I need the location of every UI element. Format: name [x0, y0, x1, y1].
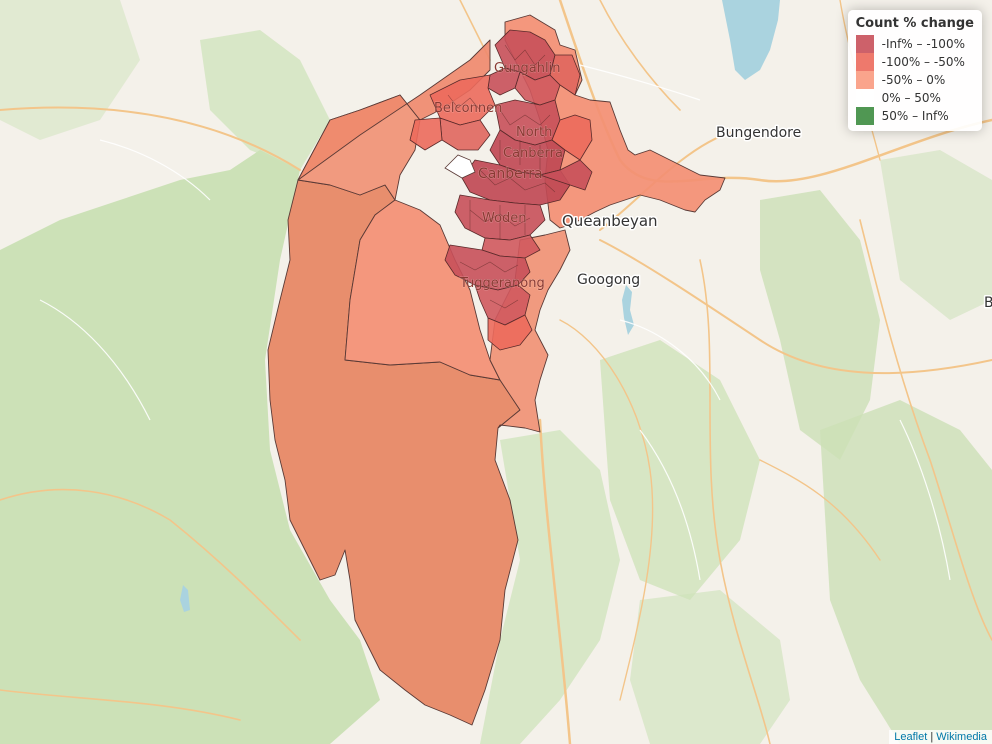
label-north: North: [516, 125, 552, 140]
label-belconnen: Belconnen: [434, 101, 502, 116]
legend-label: -50% – 0%: [881, 73, 946, 87]
suburb-belconnen-b[interactable]: [439, 117, 491, 151]
leaflet-link[interactable]: Leaflet: [894, 731, 928, 743]
legend-rows: -Inf% – -100% -100% – -50% -50% – 0% 0% – 5…: [855, 35, 974, 125]
suburb-east-fringe[interactable]: [551, 114, 593, 161]
act-regions: [267, 14, 726, 726]
suburb-gungahlin-c[interactable]: [549, 54, 581, 96]
legend-label: 0% – 50%: [881, 91, 941, 105]
legend: Count % change -Inf% – -100% -100% – -50%…: [847, 10, 982, 131]
label-canberra: Canberra: [478, 166, 543, 182]
small-lake: [180, 585, 190, 612]
legend-swatch: [855, 71, 874, 89]
legend-title: Count % change: [855, 16, 974, 31]
googong-reservoir: [622, 285, 634, 335]
suburb-belconnen-c[interactable]: [409, 117, 443, 151]
lake-george: [722, 0, 780, 80]
label-north-canberra: Canberra: [503, 146, 563, 161]
legend-label: 50% – Inf%: [881, 109, 949, 123]
legend-item: 50% – Inf%: [855, 107, 974, 125]
label-queanbeyan: Queanbeyan: [562, 212, 658, 230]
water-bodies: [180, 0, 780, 612]
white-gap-area: [444, 154, 476, 179]
legend-item: -Inf% – -100%: [855, 35, 974, 53]
wikimedia-link[interactable]: Wikimedia: [936, 731, 987, 743]
label-tuggeranong: Tuggeranong: [459, 276, 545, 291]
label-googong: Googong: [577, 272, 640, 288]
suburb-tuggeranong-c[interactable]: [487, 314, 533, 351]
legend-label: -Inf% – -100%: [881, 37, 965, 51]
legend-swatch: [855, 53, 874, 71]
legend-swatch: [855, 35, 874, 53]
suburb-inner-south[interactable]: [539, 159, 593, 191]
legend-swatch: [855, 89, 874, 107]
legend-item: -100% – -50%: [855, 53, 974, 71]
label-gungahlin: Gungahlin: [494, 61, 560, 76]
label-edge-b: B: [984, 295, 992, 311]
label-woden: Woden: [482, 211, 527, 226]
suburb-lines: [447, 44, 556, 309]
attribution: Leaflet | Wikimedia: [889, 730, 992, 744]
legend-label: -100% – -50%: [881, 55, 965, 69]
region-mid-west[interactable]: [344, 199, 501, 381]
label-bungendore: Bungendore: [716, 125, 801, 141]
legend-item: -50% – 0%: [855, 71, 974, 89]
legend-swatch: [855, 107, 874, 125]
place-labels: Bungendore Queanbeyan Googong Gungahlin …: [434, 61, 992, 313]
legend-item: 0% – 50%: [855, 89, 974, 107]
attribution-separator: |: [927, 731, 937, 743]
